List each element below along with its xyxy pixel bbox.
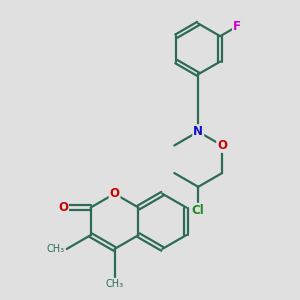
Text: F: F: [233, 20, 241, 33]
Text: Cl: Cl: [192, 204, 205, 217]
Text: O: O: [58, 201, 68, 214]
Text: CH₃: CH₃: [106, 279, 124, 289]
Text: CH₃: CH₃: [46, 244, 64, 254]
Text: N: N: [193, 125, 203, 138]
Text: O: O: [217, 139, 227, 152]
Text: O: O: [110, 187, 120, 200]
